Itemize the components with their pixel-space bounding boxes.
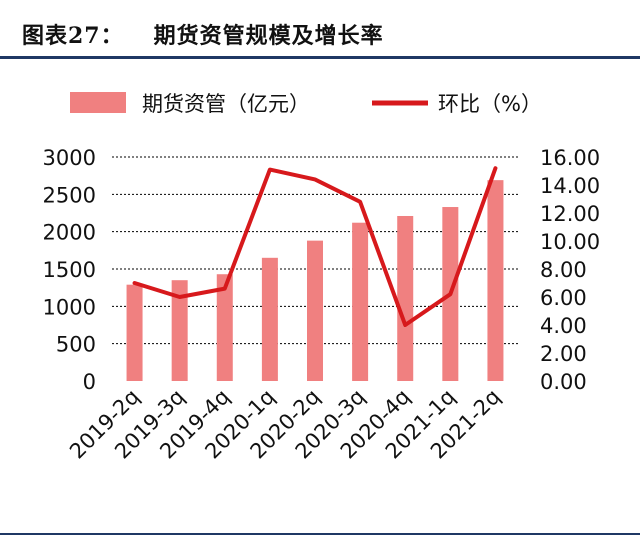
legend-line-label: 环比（%） (438, 92, 542, 116)
bar (171, 280, 188, 381)
left-axis-tick-label: 500 (56, 333, 96, 357)
left-axis-tick-label: 3000 (43, 146, 96, 170)
figure-title-text: 期货资管规模及增长率 (153, 24, 384, 49)
right-axis-tick-label: 16.00 (540, 146, 600, 170)
bar (307, 240, 323, 381)
figure-label: 图表27： (22, 23, 124, 49)
bar (216, 274, 233, 381)
bar (397, 215, 414, 381)
right-axis-tick-label: 4.00 (540, 314, 587, 338)
right-axis-tick-label: 0.00 (540, 370, 587, 394)
bar (261, 257, 278, 381)
legend-bar-label: 期货资管（亿元） (142, 92, 310, 116)
left-axis-tick-label: 2000 (43, 221, 96, 245)
right-axis-tick-label: 10.00 (540, 230, 600, 254)
bars (126, 180, 504, 381)
bar (487, 180, 504, 381)
legend-bar-swatch (70, 92, 126, 113)
left-axis-ticks: 0 500 1000 1500 2000 2500 3000 (43, 146, 96, 394)
x-axis-labels: 2019-2q2019-3q2019-4q2020-1q2020-2q2020-… (65, 385, 505, 464)
bar (352, 222, 369, 381)
left-axis-tick-label: 2500 (43, 183, 96, 207)
bar (126, 284, 143, 381)
bottom-rule (0, 533, 640, 535)
title-rule (0, 56, 640, 59)
right-axis-tick-label: 14.00 (540, 174, 600, 198)
right-axis-tick-label: 2.00 (540, 342, 587, 366)
right-axis-tick-label: 12.00 (540, 202, 600, 226)
figure-header: 图表27： 期货资管规模及增长率 (0, 0, 640, 59)
legend: 期货资管（亿元） 环比（%） (70, 92, 542, 116)
growth-line (132, 166, 498, 327)
figure-title: 图表27： 期货资管规模及增长率 (22, 18, 384, 50)
right-axis-ticks: 0.00 2.00 4.00 6.00 8.00 10.00 12.00 14.00 16.00 (540, 146, 600, 394)
left-axis-tick-label: 1500 (43, 258, 96, 282)
left-axis-tick-label: 1000 (43, 295, 96, 319)
left-axis-tick-label: 0 (83, 370, 96, 394)
right-axis-tick-label: 8.00 (540, 258, 587, 282)
right-axis-tick-label: 6.00 (540, 286, 587, 310)
